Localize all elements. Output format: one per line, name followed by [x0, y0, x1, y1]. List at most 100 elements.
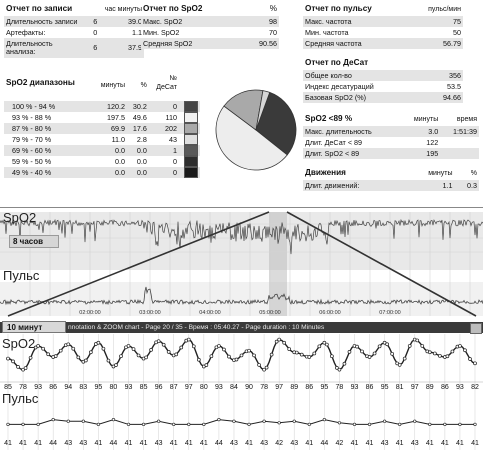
- spo2-range-row: 69 % - 60 % 0.0 0.0 1: [4, 145, 200, 156]
- zoom-pulse-value: 43: [154, 440, 163, 447]
- zoom-spo2-value: 93: [456, 384, 464, 391]
- zoom-pulse-label: Пульс: [2, 391, 39, 406]
- zoom-status-text: nnotation & ZOOM chart - Page 20 / 35 - …: [68, 324, 325, 331]
- record-row-hours: 0: [93, 27, 98, 37]
- spo2-row-value: 98: [243, 16, 279, 27]
- spo2-range-label: 79 % - 70 %: [12, 134, 52, 144]
- overview-time-tick: 06:00:00: [319, 310, 340, 316]
- spo2-range-pct: 0.0: [127, 167, 149, 178]
- zoom-spo2-value: 97: [410, 384, 419, 391]
- zoom-spo2-point: [407, 344, 412, 348]
- spo2-range-count: 43: [169, 134, 177, 144]
- zoom-spo2-point: [126, 344, 131, 348]
- record-row-minutes: 37.9: [99, 38, 144, 58]
- zoom-pulse-value: 42: [335, 440, 344, 447]
- zoom-spo2-point: [106, 358, 111, 363]
- zoom-pulse-value: 41: [34, 440, 43, 447]
- zoom-spo2-point: [119, 354, 123, 359]
- zoom-spo2-point: [367, 355, 372, 359]
- movement-row-pct: 0.3: [454, 180, 479, 191]
- zoom-pulse-value: 41: [395, 440, 404, 447]
- zoom-spo2-point: [355, 344, 359, 349]
- spo2-range-label: 87 % - 80 %: [4, 123, 93, 134]
- zoom-duration-button[interactable]: 10 минут: [2, 321, 66, 333]
- pulse-row-value: 56.79: [408, 38, 463, 49]
- spo2-ranges-col-count-line2: ДеСат: [156, 83, 177, 91]
- spo2-row-value: 90.56: [243, 38, 279, 49]
- zoom-spo2-point: [161, 342, 166, 347]
- spo2-range-row: 100 % - 94 % 120.2 30.2 0: [4, 101, 200, 112]
- record-row-hours: 6: [79, 16, 100, 27]
- zoom-spo2-point: [41, 346, 46, 351]
- spo2-range-count: 0: [173, 156, 177, 166]
- zoom-spo2-point: [239, 353, 244, 358]
- zoom-spo2-point: [445, 354, 450, 359]
- zoom-pulse-point: [428, 422, 432, 426]
- zoom-pulse-point: [398, 422, 402, 426]
- zoom-bar-square-button[interactable]: [470, 323, 482, 334]
- spo2-range-pct: 49.6: [132, 112, 147, 122]
- zoom-spo2-point: [299, 352, 304, 357]
- zoom-spo2-point: [287, 347, 292, 351]
- pulse-row-value: 50: [453, 27, 461, 37]
- zoom-pulse-value: 41: [350, 440, 359, 447]
- record-row-label: Артефакты:: [6, 27, 46, 37]
- zoom-spo2-point: [274, 339, 279, 344]
- spo2-below-89-col-time: время: [456, 116, 477, 123]
- zoom-spo2-point: [33, 345, 38, 350]
- zoom-pulse-point: [262, 419, 266, 423]
- zoom-spo2-point: [6, 356, 10, 361]
- zoom-spo2-point: [53, 354, 58, 359]
- zoom-pulse-value: 43: [260, 440, 268, 447]
- zoom-spo2-point: [23, 366, 28, 370]
- zoom-spo2-point: [144, 355, 148, 360]
- zoom-pulse-value: 44: [320, 440, 329, 447]
- zoom-pulse-value: 43: [79, 440, 88, 447]
- zoom-spo2-value: 96: [154, 384, 163, 391]
- zoom-spo2-point: [385, 342, 389, 347]
- zoom-pulse-point: [81, 419, 85, 423]
- record-report-col-header: час минуты: [104, 6, 142, 13]
- zoom-pulse-value: 41: [471, 440, 479, 447]
- zoom-pulse-value: 41: [139, 440, 148, 447]
- zoom-spo2-point: [179, 345, 184, 350]
- spo2-range-swatch-cell: [179, 134, 200, 145]
- report-summary-panel: [0, 0, 483, 208]
- spo2-range-color-swatch: [184, 123, 198, 134]
- zoom-spo2-point: [312, 351, 317, 356]
- movement-row-label: Длит. движений:: [303, 180, 406, 191]
- spo2-range-swatch-cell: [179, 156, 200, 167]
- zoom-status-bar: nnotation & ZOOM chart - Page 20 / 35 - …: [0, 322, 483, 333]
- zoom-spo2-label: SpO2: [2, 336, 36, 351]
- zoom-spo2-value: 93: [124, 384, 133, 391]
- spo2-range-pct: 0.0: [127, 145, 149, 156]
- zoom-pulse-point: [202, 422, 206, 426]
- zoom-spo2-value: 87: [169, 384, 178, 391]
- zoom-spo2-point: [420, 344, 425, 348]
- zoom-spo2-value: 93: [350, 384, 359, 391]
- zoom-spo2-point: [402, 356, 407, 361]
- pulse-row-label: Мин. частота: [305, 27, 349, 37]
- zoom-pulse-point: [66, 419, 70, 423]
- overview-time-tick: 05:00:00: [259, 310, 280, 316]
- spo2-below-89-row-time: 1:51:39: [440, 126, 479, 137]
- zoom-pulse-value: 43: [410, 440, 419, 447]
- spo2-ranges-col-count: № ДеСат: [149, 73, 179, 101]
- zoom-spo2-point: [269, 352, 274, 357]
- zoom-spo2-point: [463, 348, 467, 353]
- spo2-range-pct: 0.0: [136, 156, 147, 166]
- zoom-spo2-value: 90: [245, 384, 253, 391]
- spo2-range-label: 93 % - 88 %: [12, 112, 52, 122]
- zoom-spo2-value: 84: [230, 384, 238, 391]
- zoom-spo2-point: [186, 337, 191, 342]
- spo2-range-color-swatch: [184, 112, 198, 123]
- zoom-spo2-point: [252, 353, 256, 358]
- movement-row-minutes: 1.1: [405, 180, 455, 191]
- zoom-trace-chart: [0, 334, 483, 450]
- zoom-spo2-point: [149, 348, 153, 352]
- spo2-range-swatch-cell: [179, 101, 200, 112]
- overview-scale-button[interactable]: 8 часов: [9, 235, 59, 248]
- zoom-spo2-point: [432, 351, 437, 356]
- zoom-spo2-point: [247, 348, 251, 353]
- spo2-below-89-col-minutes: минуты: [413, 116, 439, 123]
